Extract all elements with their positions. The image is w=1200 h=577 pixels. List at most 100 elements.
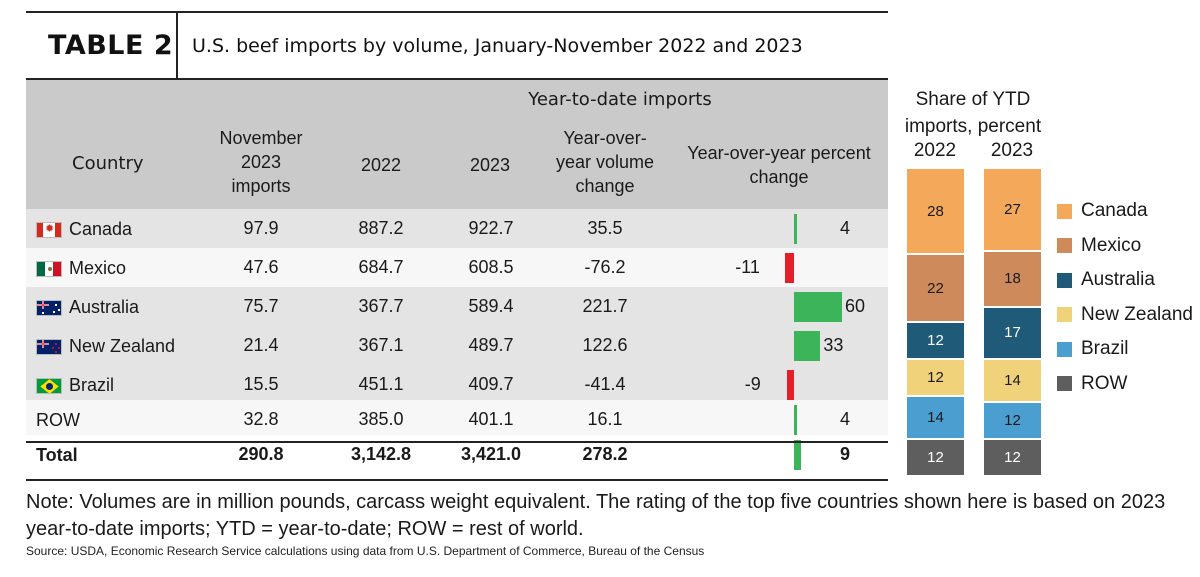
table-header — [26, 80, 888, 209]
column-header-2022: 2022 — [360, 155, 402, 175]
column-header-volume-line3: change — [575, 176, 635, 196]
mexico-flag-icon — [36, 260, 62, 277]
imports-2022-cell: 887.2 — [358, 218, 404, 238]
share-segment-new-zealand: 14 — [984, 359, 1041, 402]
volume-change-cell: -76.2 — [584, 257, 626, 277]
imports-2023-cell: 922.7 — [468, 218, 514, 238]
brazil-flag-icon — [36, 377, 62, 394]
country-cell: Australia — [36, 297, 139, 318]
imports-2023-cell: 608.5 — [468, 257, 514, 277]
november-imports-cell: 21.4 — [243, 335, 279, 355]
header-rule — [26, 78, 888, 80]
country-cell: Total — [36, 445, 78, 466]
column-header-percent-change: Year-over-year percent change — [678, 141, 880, 189]
column-header-volume-line2: year volume — [555, 152, 655, 172]
november-imports-cell: 290.8 — [238, 444, 284, 464]
imports-2023-cell: 3,421.0 — [460, 444, 522, 464]
percent-change-bar — [794, 214, 798, 244]
share-year-2023: 2023 — [990, 140, 1034, 161]
percent-change-label: 9 — [840, 444, 851, 464]
share-segment-canada: 28 — [907, 169, 964, 254]
legend-label: Canada — [1081, 200, 1148, 221]
table-label: TABLE 2 — [48, 30, 174, 61]
legend-swatch — [1057, 272, 1072, 288]
percent-change-bar — [794, 405, 798, 435]
column-header-volume-line1: Year-over- — [563, 128, 647, 148]
country-name: Mexico — [69, 258, 127, 278]
country-name: New Zealand — [69, 336, 176, 356]
table-title: U.S. beef imports by volume, January-Nov… — [192, 35, 803, 57]
percent-change-label: 4 — [840, 409, 851, 429]
note: Note: Volumes are in million pounds, car… — [26, 491, 1166, 540]
legend-swatch — [1057, 203, 1072, 219]
share-segment-new-zealand: 12 — [907, 359, 964, 395]
percent-change-label: 4 — [840, 218, 851, 238]
legend-swatch — [1057, 238, 1072, 253]
column-group-label: Year-to-date imports — [528, 89, 712, 110]
imports-2022-cell: 385.0 — [358, 409, 404, 429]
legend-item: ROW — [1057, 373, 1127, 395]
column-header-november-line1: November — [219, 128, 303, 148]
column-header-2023: 2023 — [469, 155, 511, 175]
percent-change-label: 60 — [845, 296, 866, 316]
share-segment-brazil: 14 — [907, 396, 964, 439]
november-imports-cell: 47.6 — [243, 257, 279, 277]
imports-2022-cell: 367.1 — [358, 335, 404, 355]
table-row — [26, 326, 888, 365]
country-cell: ROW — [36, 410, 80, 431]
volume-change-cell: 35.5 — [587, 218, 623, 238]
country-name: Total — [36, 445, 78, 465]
percent-change-bar — [794, 440, 802, 470]
table-row — [26, 248, 888, 287]
november-imports-cell: 75.7 — [243, 296, 279, 316]
header-divider — [176, 13, 178, 79]
imports-2022-cell: 3,142.8 — [350, 444, 412, 464]
legend-item: Mexico — [1057, 235, 1141, 257]
legend-label: Mexico — [1081, 234, 1142, 256]
imports-2022-cell: 367.7 — [358, 296, 404, 316]
table-row — [26, 400, 888, 439]
bottom-rule — [26, 479, 888, 481]
country-cell: Brazil — [36, 375, 114, 396]
country-cell: New Zealand — [36, 336, 175, 357]
country-name: Canada — [69, 219, 133, 239]
imports-2023-cell: 409.7 — [468, 374, 514, 394]
table-row — [26, 209, 888, 248]
share-segment-row: 12 — [907, 440, 964, 475]
share-segment-mexico: 18 — [984, 252, 1041, 306]
total-rule — [26, 441, 888, 443]
volume-change-cell: 122.6 — [582, 335, 628, 355]
legend-swatch — [1057, 376, 1072, 391]
percent-change-label: -9 — [744, 374, 761, 394]
volume-change-cell: 16.1 — [587, 409, 623, 429]
volume-change-cell: 221.7 — [582, 296, 628, 316]
share-segment-mexico: 22 — [907, 255, 964, 321]
legend-item: New Zealand — [1057, 304, 1193, 326]
table-row — [26, 287, 888, 326]
source: Source: USDA, Economic Research Service … — [26, 544, 705, 558]
percent-change-bar — [794, 331, 821, 361]
november-imports-cell: 15.5 — [243, 374, 279, 394]
column-header-country: Country — [72, 153, 144, 174]
column-header-november: November 2023 imports — [196, 126, 326, 198]
legend-item: Brazil — [1057, 338, 1129, 360]
new-zealand-flag-icon — [36, 338, 62, 355]
column-header-november-line2: 2023 — [240, 152, 282, 172]
imports-2022-cell: 451.1 — [358, 374, 404, 394]
share-chart-title-line2: imports, percent — [904, 116, 1042, 137]
canada-flag-icon: ✹ — [36, 221, 62, 238]
legend-swatch — [1057, 341, 1072, 357]
legend-label: New Zealand — [1081, 303, 1193, 325]
legend-item: Canada — [1057, 200, 1148, 222]
volume-change-cell: 278.2 — [582, 444, 628, 464]
legend-item: Australia — [1057, 269, 1155, 291]
table-row — [26, 365, 888, 404]
imports-2022-cell: 684.7 — [358, 257, 404, 277]
legend-label: Brazil — [1081, 338, 1129, 359]
legend-label: ROW — [1081, 372, 1128, 394]
country-name: Australia — [69, 297, 140, 317]
percent-change-bar — [786, 370, 794, 400]
country-name: Brazil — [69, 375, 115, 395]
november-imports-cell: 32.8 — [243, 409, 279, 429]
country-name: ROW — [36, 410, 80, 430]
